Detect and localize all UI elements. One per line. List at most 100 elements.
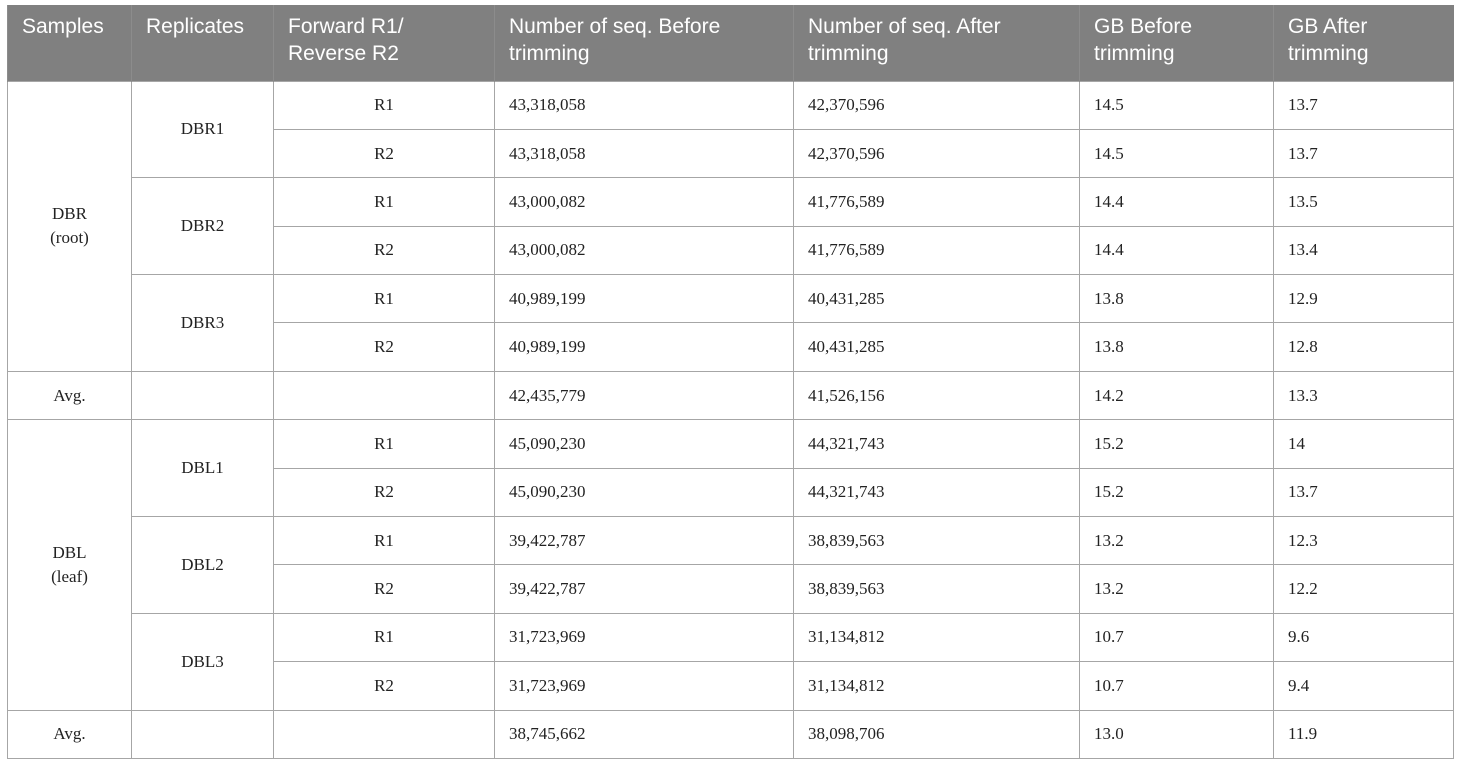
header-gb-after: GB After trimming — [1273, 5, 1454, 81]
gb-after-cell: 14 — [1273, 419, 1454, 469]
avg-seq-after-cell: 41,526,156 — [793, 370, 1080, 421]
header-seq-after-line2: trimming — [808, 42, 889, 65]
empty-cell — [131, 709, 274, 759]
gb-after-cell: 9.6 — [1273, 612, 1454, 663]
table-row: DBR (root) DBR1 R1 43,318,058 42,370,596… — [7, 80, 1454, 372]
gb-before-cell: 15.2 — [1079, 467, 1274, 518]
header-seq-before-line1: Number of seq. Before — [509, 15, 721, 38]
gb-after-cell: 12.9 — [1273, 274, 1454, 324]
gb-after-cell: 13.4 — [1273, 225, 1454, 276]
seq-before-cell: 45,090,230 — [494, 419, 794, 469]
seq-after-cell: 41,776,589 — [793, 177, 1080, 227]
read-cell: R2 — [273, 225, 495, 276]
gb-before-cell: 14.5 — [1079, 128, 1274, 179]
replicate-cell: DBL1 — [131, 419, 274, 518]
read-cell: R2 — [273, 564, 495, 614]
empty-cell — [131, 370, 274, 421]
sample-cell-dbl: DBL (leaf) — [7, 419, 132, 711]
avg-gb-after-cell: 11.9 — [1273, 709, 1454, 759]
read-cell: R1 — [273, 80, 495, 130]
avg-seq-after-cell: 38,098,706 — [793, 709, 1080, 759]
read-cell: R1 — [273, 177, 495, 227]
header-seq-after: Number of seq. After trimming — [793, 5, 1080, 81]
table-row: R2 43,318,058 42,370,596 14.5 13.7 — [8, 128, 1454, 179]
read-cell: R1 — [273, 612, 495, 663]
replicate-cell: DBR1 — [131, 80, 274, 179]
seq-before-cell: 43,318,058 — [494, 128, 794, 179]
table-row: DBL2 R1 39,422,787 38,839,563 13.2 12.3 — [8, 516, 1454, 614]
avg-gb-before-cell: 13.0 — [1079, 709, 1274, 759]
header-gb-before-line1: GB Before — [1094, 15, 1193, 38]
gb-before-cell: 13.8 — [1079, 322, 1274, 372]
table-row: R2 45,090,230 44,321,743 15.2 13.7 — [8, 467, 1454, 518]
replicate-cell: DBR2 — [131, 177, 274, 276]
read-cell: R2 — [273, 128, 495, 179]
avg-seq-before-cell: 38,745,662 — [494, 709, 794, 759]
header-gb-before: GB Before trimming — [1079, 5, 1274, 81]
read-cell: R2 — [273, 661, 495, 711]
table-row: R2 39,422,787 38,839,563 13.2 12.2 — [8, 564, 1454, 614]
header-seq-before: Number of seq. Before trimming — [494, 5, 794, 81]
replicate-cell: DBL2 — [131, 516, 274, 614]
seq-after-cell: 44,321,743 — [793, 419, 1080, 469]
sample-tissue: (leaf) — [51, 566, 88, 586]
header-seq-before-line2: trimming — [509, 42, 590, 65]
table-row: R2 40,989,199 40,431,285 13.8 12.8 — [8, 322, 1454, 372]
seq-after-cell: 31,134,812 — [793, 612, 1080, 663]
empty-cell — [273, 370, 495, 421]
gb-before-cell: 13.2 — [1079, 564, 1274, 614]
gb-before-cell: 13.8 — [1079, 274, 1274, 324]
header-gb-before-line2: trimming — [1094, 42, 1175, 65]
sample-name: DBL — [52, 542, 87, 562]
seq-after-cell: 42,370,596 — [793, 128, 1080, 179]
read-cell: R1 — [273, 274, 495, 324]
gb-after-cell: 13.7 — [1273, 80, 1454, 130]
header-gb-after-line2: trimming — [1288, 42, 1369, 65]
seq-after-cell: 44,321,743 — [793, 467, 1080, 518]
seq-after-cell: 42,370,596 — [793, 80, 1080, 130]
seq-after-cell: 31,134,812 — [793, 661, 1080, 711]
seq-before-cell: 43,000,082 — [494, 225, 794, 276]
sample-name: DBR — [52, 204, 87, 224]
avg-seq-before-cell: 42,435,779 — [494, 370, 794, 421]
seq-after-cell: 40,431,285 — [793, 322, 1080, 372]
table-row: R2 31,723,969 31,134,812 10.7 9.4 — [8, 661, 1454, 711]
seq-after-cell: 40,431,285 — [793, 274, 1080, 324]
gb-before-cell: 13.2 — [1079, 516, 1274, 566]
seq-before-cell: 39,422,787 — [494, 564, 794, 614]
header-forward-reverse: Forward R1/ Reverse R2 — [273, 5, 495, 81]
seq-before-cell: 39,422,787 — [494, 516, 794, 566]
gb-after-cell: 13.5 — [1273, 177, 1454, 227]
gb-after-cell: 12.8 — [1273, 322, 1454, 372]
sequencing-stats-table: Samples Replicates Forward R1/ Reverse R… — [7, 5, 1454, 759]
gb-before-cell: 14.4 — [1079, 225, 1274, 276]
gb-before-cell: 10.7 — [1079, 661, 1274, 711]
gb-before-cell: 14.5 — [1079, 80, 1274, 130]
replicate-cell: DBL3 — [131, 612, 274, 711]
header-replicates: Replicates — [131, 5, 274, 81]
gb-before-cell: 15.2 — [1079, 419, 1274, 469]
avg-label: Avg. — [7, 709, 132, 759]
header-row: Samples Replicates Forward R1/ Reverse R… — [7, 5, 1454, 81]
seq-before-cell: 31,723,969 — [494, 612, 794, 663]
read-cell: R2 — [273, 322, 495, 372]
gb-after-cell: 12.3 — [1273, 516, 1454, 566]
gb-after-cell: 12.2 — [1273, 564, 1454, 614]
gb-before-cell: 10.7 — [1079, 612, 1274, 663]
table-header: Samples Replicates Forward R1/ Reverse R… — [7, 5, 1454, 81]
gb-after-cell: 13.7 — [1273, 467, 1454, 518]
header-forward-reverse-line2: Reverse R2 — [288, 42, 399, 65]
avg-row-dbl: Avg. 38,745,662 38,098,706 13.0 11.9 — [7, 709, 1454, 759]
seq-before-cell: 43,000,082 — [494, 177, 794, 227]
empty-cell — [273, 709, 495, 759]
read-cell: R1 — [273, 419, 495, 469]
seq-before-cell: 31,723,969 — [494, 661, 794, 711]
header-gb-after-line1: GB After — [1288, 15, 1368, 38]
seq-after-cell: 38,839,563 — [793, 564, 1080, 614]
seq-before-cell: 40,989,199 — [494, 322, 794, 372]
avg-row-dbr: Avg. 42,435,779 41,526,156 14.2 13.3 — [7, 370, 1454, 421]
seq-after-cell: 38,839,563 — [793, 516, 1080, 566]
table-row: DBR2 R1 43,000,082 41,776,589 14.4 13.5 — [8, 177, 1454, 276]
read-cell: R1 — [273, 516, 495, 566]
avg-label: Avg. — [7, 370, 132, 421]
